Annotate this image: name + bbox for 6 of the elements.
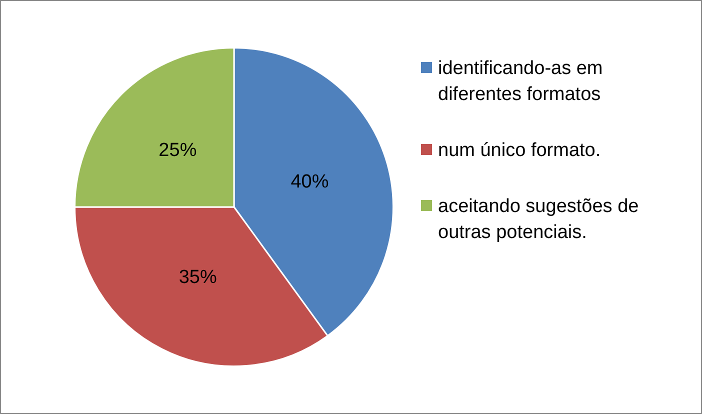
data-label: 35% [178,267,217,288]
legend-label: identificando-as em diferentes formatos [438,57,604,107]
legend-label: aceitando sugestões de outras potenciais. [438,195,640,245]
data-label: 40% [290,172,329,193]
legend-label: num único formato. [438,139,602,163]
data-label: 25% [158,140,197,161]
